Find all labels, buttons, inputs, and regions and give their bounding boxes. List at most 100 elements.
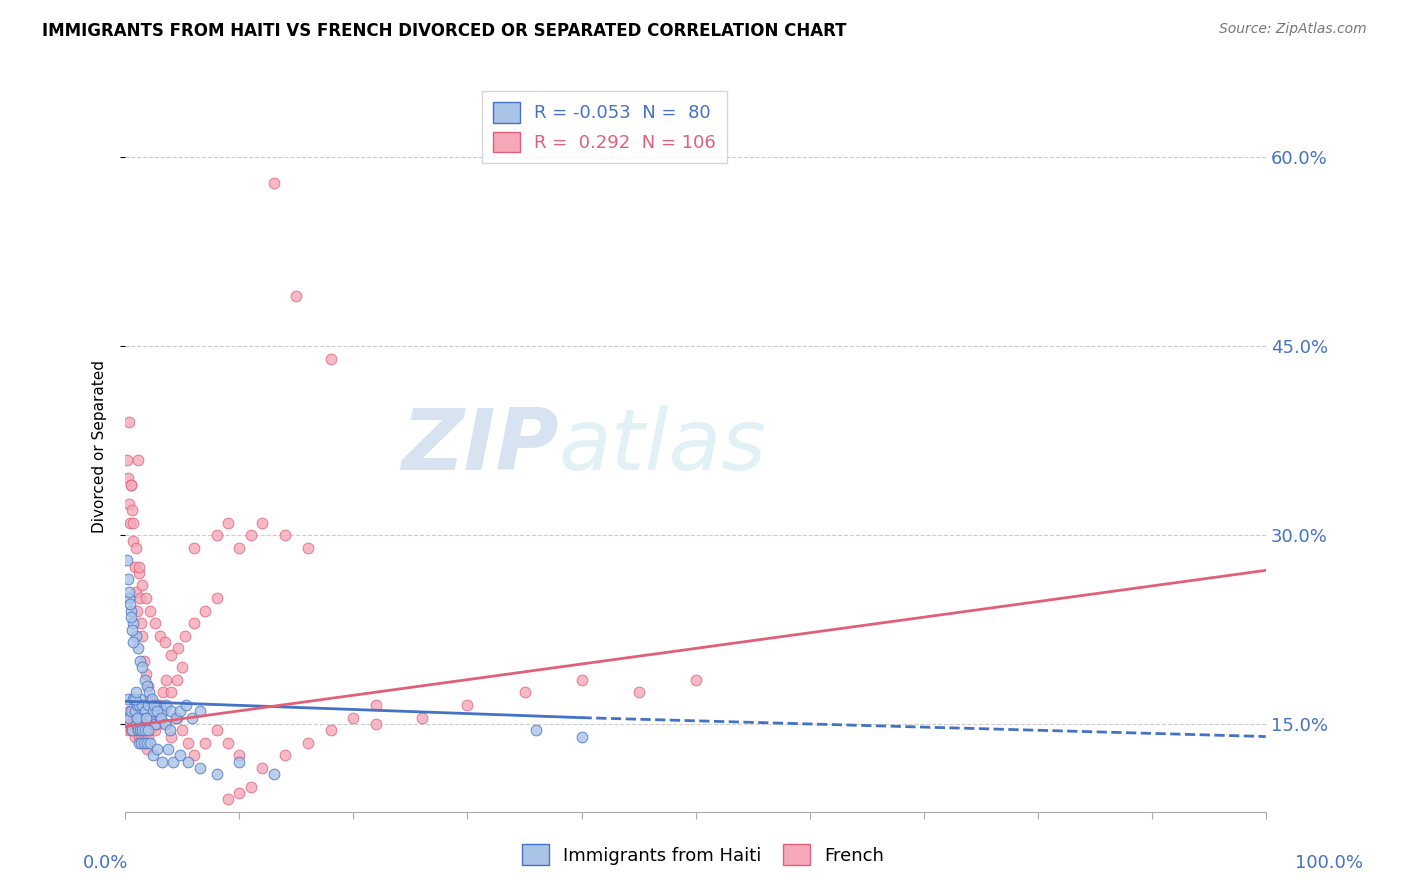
Point [139, 604, 162, 618]
Point [228, 755, 250, 769]
Point [149, 711, 172, 725]
Point [131, 698, 153, 712]
Point [342, 711, 364, 725]
Point [142, 704, 165, 718]
Point [120, 604, 142, 618]
Point [319, 351, 342, 366]
Point [128, 698, 150, 712]
Point [125, 698, 148, 712]
Point [156, 742, 179, 756]
Point [205, 591, 228, 605]
Point [143, 723, 166, 738]
Point [122, 616, 145, 631]
Point [135, 711, 157, 725]
Point [131, 616, 153, 631]
Point [217, 792, 239, 806]
Point [131, 660, 153, 674]
Point [124, 629, 146, 643]
Point [149, 698, 172, 712]
Point [131, 730, 153, 744]
Point [121, 623, 143, 637]
Point [132, 736, 155, 750]
Point [173, 629, 195, 643]
Point [122, 717, 145, 731]
Point [127, 723, 149, 738]
Point [121, 704, 143, 718]
Point [166, 673, 188, 687]
Point [571, 673, 593, 687]
Point [122, 534, 145, 549]
Point [118, 704, 141, 718]
Point [121, 723, 143, 738]
Point [134, 736, 156, 750]
Point [627, 685, 650, 699]
Point [217, 736, 239, 750]
Point [127, 711, 149, 725]
Point [124, 691, 146, 706]
Text: 100.0%: 100.0% [1295, 855, 1362, 872]
Point [122, 691, 145, 706]
Point [125, 704, 148, 718]
Point [319, 723, 342, 738]
Point [124, 584, 146, 599]
Point [139, 691, 162, 706]
Point [129, 591, 152, 605]
Point [120, 477, 142, 491]
Point [132, 654, 155, 668]
Point [115, 711, 138, 725]
Point [155, 635, 177, 649]
Point [131, 711, 153, 725]
Legend: Immigrants from Haiti, French: Immigrants from Haiti, French [515, 837, 891, 872]
Point [118, 415, 141, 429]
Point [120, 704, 142, 718]
Text: atlas: atlas [558, 406, 766, 489]
Y-axis label: Divorced or Separated: Divorced or Separated [93, 360, 107, 533]
Point [524, 723, 547, 738]
Point [152, 685, 174, 699]
Point [228, 786, 250, 800]
Point [136, 742, 159, 756]
Point [124, 541, 146, 555]
Point [172, 660, 194, 674]
Point [117, 723, 139, 738]
Point [143, 616, 166, 631]
Point [134, 673, 156, 687]
Point [122, 635, 145, 649]
Point [513, 685, 536, 699]
Point [205, 528, 228, 542]
Point [174, 698, 197, 712]
Point [118, 711, 141, 725]
Point [252, 516, 274, 530]
Point [165, 711, 187, 725]
Point [115, 452, 138, 467]
Point [118, 516, 141, 530]
Point [155, 698, 177, 712]
Point [129, 654, 152, 668]
Point [571, 730, 593, 744]
Point [169, 748, 191, 763]
Point [146, 704, 169, 718]
Point [194, 736, 217, 750]
Point [172, 723, 194, 738]
Point [122, 516, 145, 530]
Point [135, 666, 157, 681]
Point [252, 761, 274, 775]
Point [125, 711, 148, 725]
Point [150, 755, 173, 769]
Point [166, 711, 188, 725]
Point [132, 723, 155, 738]
Point [160, 704, 183, 718]
Point [127, 717, 149, 731]
Point [139, 736, 162, 750]
Point [160, 685, 183, 699]
Text: Source: ZipAtlas.com: Source: ZipAtlas.com [1219, 22, 1367, 37]
Point [228, 748, 250, 763]
Point [139, 723, 162, 738]
Point [456, 698, 478, 712]
Point [136, 679, 159, 693]
Point [131, 723, 153, 738]
Point [139, 711, 162, 725]
Point [117, 572, 139, 586]
Point [411, 711, 433, 725]
Point [127, 641, 149, 656]
